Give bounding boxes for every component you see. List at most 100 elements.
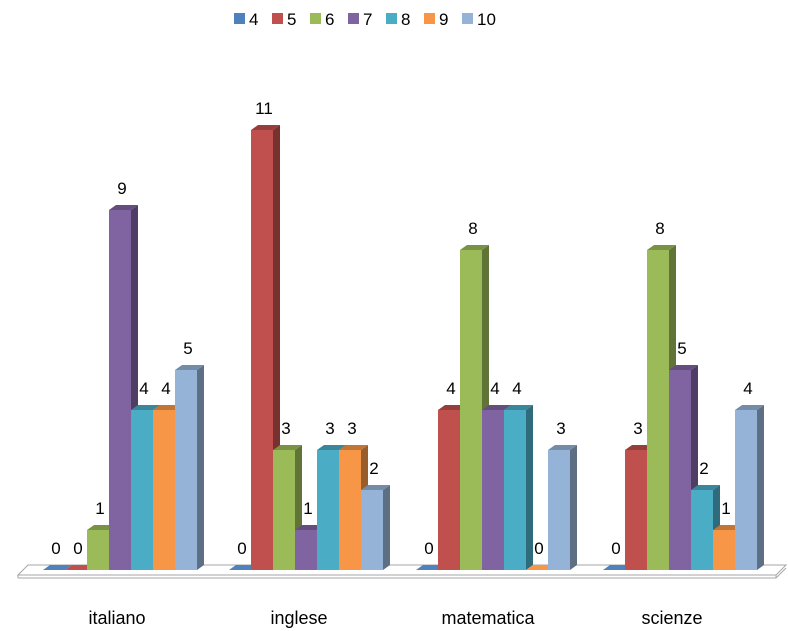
bar-top bbox=[295, 525, 324, 530]
data-label-matematica-5: 4 bbox=[446, 379, 455, 398]
data-label-scienze-7: 5 bbox=[677, 339, 686, 358]
data-label-inglese-5: 11 bbox=[255, 99, 273, 118]
bar-front bbox=[625, 450, 647, 570]
bar-zero bbox=[603, 565, 632, 570]
bar-front bbox=[109, 210, 131, 570]
legend-item-4: 4 bbox=[234, 10, 258, 29]
data-label-inglese-6: 3 bbox=[281, 419, 290, 438]
bar-top bbox=[647, 245, 676, 250]
legend-swatch bbox=[310, 13, 321, 24]
bar-front bbox=[273, 450, 295, 570]
legend-label: 7 bbox=[363, 10, 372, 29]
data-label-scienze-5: 3 bbox=[633, 419, 642, 438]
data-label-scienze-8: 2 bbox=[699, 459, 708, 478]
legend-label: 4 bbox=[249, 10, 258, 29]
bar-top bbox=[251, 125, 280, 130]
bar-zero bbox=[416, 565, 445, 570]
bar-side bbox=[197, 365, 204, 570]
data-label-italiano-7: 9 bbox=[117, 179, 126, 198]
legend-swatch bbox=[424, 13, 435, 24]
bar-top bbox=[361, 485, 390, 490]
data-label-scienze-6: 8 bbox=[655, 219, 664, 238]
bar-front bbox=[251, 130, 273, 570]
data-label-inglese-8: 3 bbox=[325, 419, 334, 438]
floor-plate bbox=[16, 564, 788, 576]
category-label-inglese: inglese bbox=[270, 608, 327, 628]
bar-italiano-10 bbox=[175, 365, 204, 570]
data-label-matematica-10: 3 bbox=[556, 419, 565, 438]
bar-front bbox=[713, 530, 735, 570]
bar-front bbox=[647, 250, 669, 570]
bar-front bbox=[691, 490, 713, 570]
category-label-scienze: scienze bbox=[641, 608, 702, 628]
data-label-inglese-9: 3 bbox=[347, 419, 356, 438]
bar-front bbox=[735, 410, 757, 570]
legend-item-5: 5 bbox=[272, 10, 296, 29]
legend-label: 5 bbox=[287, 10, 296, 29]
bar-top bbox=[625, 445, 654, 450]
bar-front bbox=[153, 410, 175, 570]
data-label-italiano-8: 4 bbox=[139, 379, 148, 398]
bar-top bbox=[691, 485, 720, 490]
legend: 4 5 6 7 8 9 10 bbox=[234, 10, 496, 29]
bar-matematica-8 bbox=[504, 405, 533, 570]
data-label-matematica-9: 0 bbox=[534, 539, 543, 558]
legend-item-8: 8 bbox=[386, 10, 410, 29]
data-label-inglese-4: 0 bbox=[237, 539, 246, 558]
bar-top bbox=[482, 405, 511, 410]
legend-swatch bbox=[272, 13, 283, 24]
data-label-matematica-7: 4 bbox=[490, 379, 499, 398]
legend-item-10: 10 bbox=[462, 10, 496, 29]
bar-top bbox=[548, 445, 577, 450]
legend-label: 9 bbox=[439, 10, 448, 29]
bar-front bbox=[131, 410, 153, 570]
legend-swatch bbox=[462, 13, 473, 24]
bar-top bbox=[735, 405, 764, 410]
data-label-italiano-10: 5 bbox=[183, 339, 192, 358]
bar-top bbox=[153, 405, 182, 410]
data-label-italiano-4: 0 bbox=[51, 539, 60, 558]
bar-front bbox=[504, 410, 526, 570]
floor-edge bbox=[775, 567, 787, 579]
bar-top bbox=[317, 445, 346, 450]
bar-front bbox=[460, 250, 482, 570]
bar-front bbox=[361, 490, 383, 570]
bar-italiano-5 bbox=[65, 565, 94, 570]
bar-front bbox=[317, 450, 339, 570]
legend-label: 6 bbox=[325, 10, 334, 29]
bar-matematica-4 bbox=[416, 565, 445, 570]
bar-front bbox=[482, 410, 504, 570]
bar-zero bbox=[43, 565, 72, 570]
bar-inglese-10 bbox=[361, 485, 390, 570]
data-label-matematica-8: 4 bbox=[512, 379, 521, 398]
data-label-inglese-10: 2 bbox=[369, 459, 378, 478]
data-label-italiano-9: 4 bbox=[161, 379, 170, 398]
bar-zero bbox=[229, 565, 258, 570]
chart-floor bbox=[16, 564, 788, 579]
bar-front bbox=[438, 410, 460, 570]
bar-top bbox=[339, 445, 368, 450]
legend-label: 10 bbox=[477, 10, 496, 29]
category-labels: italiano inglese matematica scienze bbox=[88, 608, 702, 628]
bar-matematica-10 bbox=[548, 445, 577, 570]
bar-side bbox=[526, 405, 533, 570]
legend-swatch bbox=[348, 13, 359, 24]
legend-item-6: 6 bbox=[310, 10, 334, 29]
bar-side bbox=[383, 485, 390, 570]
data-label-italiano-6: 1 bbox=[95, 499, 104, 518]
data-label-italiano-5: 0 bbox=[73, 539, 82, 558]
bar-front bbox=[175, 370, 197, 570]
bar-top bbox=[109, 205, 138, 210]
data-label-scienze-9: 1 bbox=[721, 499, 730, 518]
data-label-inglese-7: 1 bbox=[303, 499, 312, 518]
bar-front bbox=[295, 530, 317, 570]
bar-front bbox=[548, 450, 570, 570]
data-label-matematica-6: 8 bbox=[468, 219, 477, 238]
legend-label: 8 bbox=[401, 10, 410, 29]
bar-side bbox=[570, 445, 577, 570]
data-label-matematica-4: 0 bbox=[424, 539, 433, 558]
legend-swatch bbox=[234, 13, 245, 24]
bar-top bbox=[460, 245, 489, 250]
legend-swatch bbox=[386, 13, 397, 24]
